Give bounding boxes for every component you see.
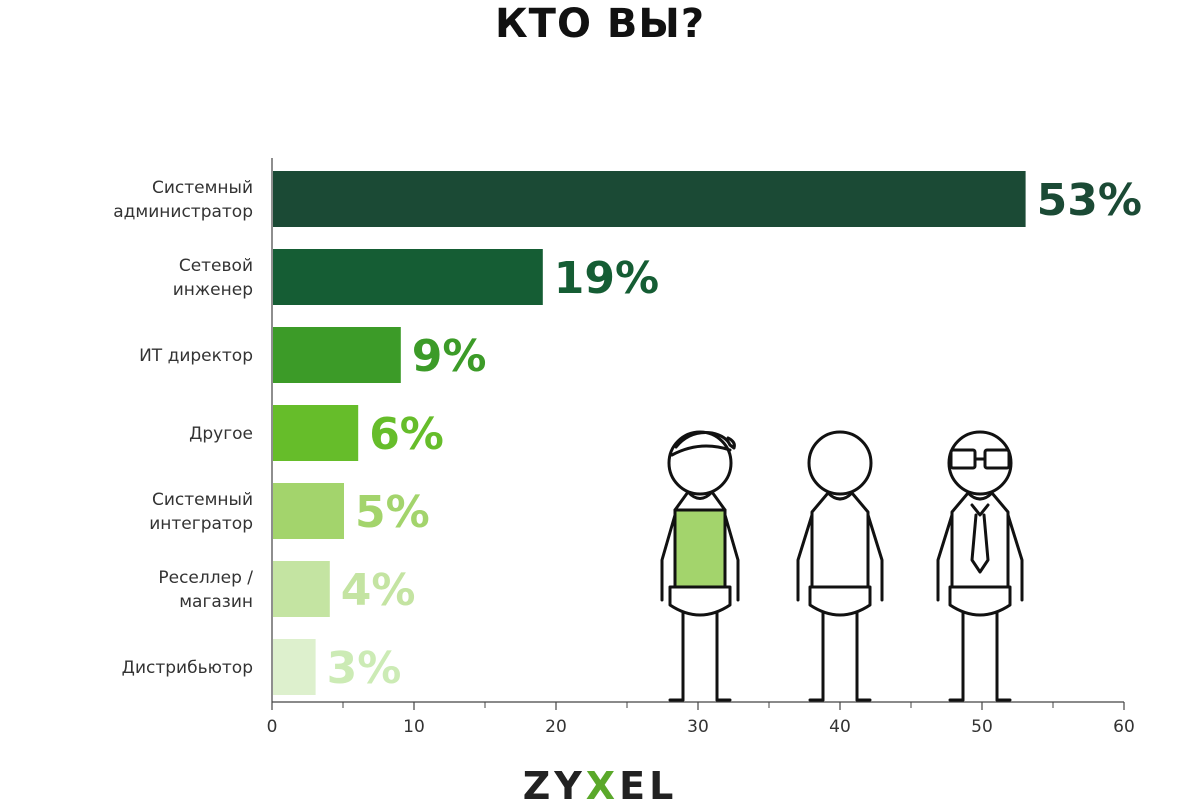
bar <box>273 561 330 617</box>
value-label: 3% <box>327 643 402 694</box>
value-label: 6% <box>369 409 444 460</box>
value-label: 9% <box>412 331 487 382</box>
category-label: Сетевой инженер <box>173 256 253 300</box>
bars-layer <box>273 171 1026 695</box>
brand-logo: ZYXEL <box>522 764 678 808</box>
x-tick-label: 30 <box>687 717 709 737</box>
category-label: Реселлер / магазин <box>158 568 253 612</box>
category-label: ИТ директор <box>139 346 253 366</box>
category-label: Системный интегратор <box>149 490 253 534</box>
x-tick-label: 50 <box>971 717 993 737</box>
chart: 0 10 20 30 40 50 60 Системный администратор 53%С… <box>113 158 1142 737</box>
value-label: 4% <box>341 565 416 616</box>
person-plain-icon <box>796 430 884 702</box>
bar <box>273 639 316 695</box>
axis-layer: 0 10 20 30 40 50 60 <box>267 158 1135 737</box>
bar <box>273 171 1026 227</box>
bar <box>273 483 344 539</box>
bar <box>273 327 401 383</box>
x-tick-label: 60 <box>1113 717 1135 737</box>
x-tick-label: 20 <box>545 717 567 737</box>
value-label: 5% <box>355 487 430 538</box>
x-tick-label: 0 <box>267 717 278 737</box>
labels-layer: Системный администратор 53% Сетевой инженер 1… <box>113 175 1142 694</box>
person-casual-icon <box>660 430 740 702</box>
bar <box>273 405 359 461</box>
value-label: 53% <box>1037 175 1142 226</box>
people-illustration <box>660 430 1024 702</box>
category-label: Дистрибьютор <box>122 658 253 678</box>
bar <box>273 249 543 305</box>
x-tick-label: 10 <box>403 717 425 737</box>
value-label: 19% <box>554 253 659 304</box>
category-label: Другое <box>189 424 253 444</box>
category-label: Системный администратор <box>113 178 253 222</box>
person-glasses-tie-icon <box>936 430 1024 702</box>
chart-title: КТО ВЫ? <box>494 1 706 47</box>
x-tick-label: 40 <box>829 717 851 737</box>
